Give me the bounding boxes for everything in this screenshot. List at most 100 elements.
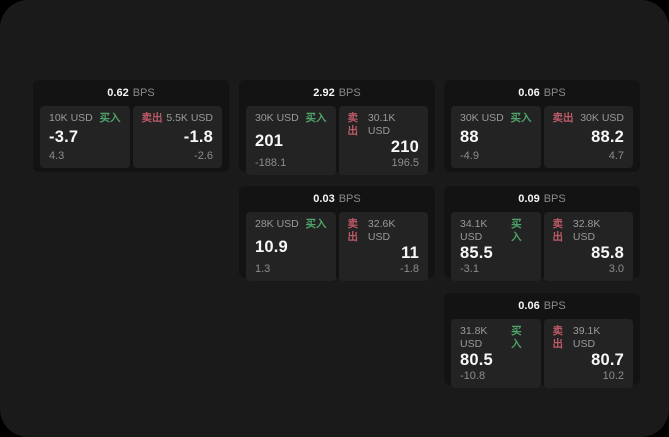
buy-panel[interactable]: 31.8K USD 买入 80.5 -10.8 [451,319,541,388]
bps-header: 0.62 BPS [33,80,229,106]
bps-header: 0.03 BPS [239,186,435,212]
sell-panel[interactable]: 卖出 32.6K USD 11 -1.8 [338,212,428,281]
sell-price: -1.8 [183,128,213,146]
sell-size: 30.1K USD [367,112,396,137]
buy-delta: -4.9 [460,150,479,162]
sell-panel[interactable]: 卖出 30.1K USD 210 196.5 [338,106,428,175]
buy-label: 买入 [511,325,522,350]
buy-panel-header: 30K USD 买入 [255,112,327,125]
sell-panel-header: 卖出 32.6K USD [348,218,420,244]
sell-panel-header: 卖出 30.1K USD [348,112,420,138]
buy-price: 201 [255,131,284,150]
sell-delta: 4.7 [608,150,624,162]
buy-panel-header: 34.1K USD 买入 [460,218,532,244]
sell-size: 32.8K USD [572,218,601,243]
bps-value: 0.06 [518,87,540,99]
sell-size: 30K USD [580,112,624,124]
quote-panels: 31.8K USD 买入 80.5 -10.8 卖出 39.1K USD 80.… [444,319,640,392]
buy-price: -3.7 [49,128,79,146]
buy-panel-header: 31.8K USD 买入 [460,325,532,351]
buy-label: 买入 [305,112,327,124]
quote-card-4: 0.09 BPS 34.1K USD 买入 85.5 -3.1 卖出 32.8K… [444,186,640,281]
buy-price: 80.5 [460,351,493,369]
buy-price: 88 [460,128,479,146]
sell-panel-header: 卖出 30K USD [553,112,625,125]
bps-unit-label: BPS [543,87,566,99]
buy-panel[interactable]: 34.1K USD 买入 85.5 -3.1 [451,212,541,281]
buy-delta: -188.1 [255,157,287,169]
sell-delta: -1.8 [400,263,419,275]
buy-size: 28K USD [255,218,299,230]
buy-size: 34.1K USD [460,218,488,243]
bps-unit-label: BPS [338,193,361,205]
buy-panel[interactable]: 10K USD 买入 -3.7 4.3 [40,106,130,168]
quote-card-0: 0.62 BPS 10K USD 买入 -3.7 4.3 卖出 5.5K USD [33,80,229,172]
bps-value: 0.09 [518,193,540,205]
sell-panel[interactable]: 卖出 5.5K USD -1.8 -2.6 [132,106,222,168]
buy-panel-header: 30K USD 买入 [460,112,532,125]
quote-panels: 30K USD 买入 201 -188.1 卖出 30.1K USD 210 1… [239,106,435,179]
quote-panels: 30K USD 买入 88 -4.9 卖出 30K USD 88.2 4.7 [444,106,640,172]
sell-panel[interactable]: 卖出 39.1K USD 80.7 10.2 [543,319,633,388]
sell-panel-header: 卖出 32.8K USD [553,218,625,244]
bps-unit-label: BPS [132,87,155,99]
buy-panel[interactable]: 30K USD 买入 201 -188.1 [246,106,336,175]
buy-label: 买入 [510,112,532,124]
sell-label: 卖出 [552,112,574,124]
sell-delta: 196.5 [391,157,419,169]
buy-delta: -10.8 [460,370,486,382]
sell-label: 卖出 [552,218,564,243]
quote-panels: 28K USD 买入 10.9 1.3 卖出 32.6K USD 11 -1.8 [239,212,435,285]
bps-value: 0.03 [313,193,335,205]
sell-panel[interactable]: 卖出 32.8K USD 85.8 3.0 [543,212,633,281]
buy-size: 10K USD [49,112,93,124]
sell-price: 210 [390,138,419,156]
sell-panel-header: 卖出 39.1K USD [553,325,625,351]
bps-unit-label: BPS [543,300,566,312]
sell-price: 80.7 [591,351,624,369]
buy-panel[interactable]: 28K USD 买入 10.9 1.3 [246,212,336,281]
quote-card-3: 0.03 BPS 28K USD 买入 10.9 1.3 卖出 32.6K US… [239,186,435,281]
bps-value: 0.62 [107,87,129,99]
buy-panel-header: 10K USD 买入 [49,112,121,125]
bps-header: 0.06 BPS [444,80,640,106]
sell-label: 卖出 [347,112,359,137]
quote-card-5: 0.06 BPS 31.8K USD 买入 80.5 -10.8 卖出 39.1… [444,293,640,388]
sell-delta: 3.0 [608,263,624,275]
buy-delta: 1.3 [255,263,271,275]
quote-card-1: 2.92 BPS 30K USD 买入 201 -188.1 卖出 30.1K … [239,80,435,175]
sell-label: 卖出 [347,218,359,243]
sell-size: 32.6K USD [367,218,396,243]
sell-delta: 10.2 [602,370,624,382]
buy-price: 10.9 [255,237,288,256]
sell-size: 5.5K USD [166,112,213,124]
buy-size: 30K USD [255,112,299,124]
buy-panel[interactable]: 30K USD 买入 88 -4.9 [451,106,541,168]
buy-price: 85.5 [460,244,493,262]
sell-delta: -2.6 [194,150,213,162]
sell-price: 11 [401,244,419,262]
buy-panel-header: 28K USD 买入 [255,218,327,231]
sell-price: 85.8 [591,244,624,262]
sell-size: 39.1K USD [572,325,601,350]
sell-panel-header: 卖出 5.5K USD [142,112,214,125]
sell-label: 卖出 [552,325,564,350]
bps-unit-label: BPS [338,87,361,99]
buy-size: 30K USD [460,112,504,124]
sell-price: 88.2 [591,128,624,146]
buy-label: 买入 [511,218,522,243]
bps-unit-label: BPS [543,193,566,205]
quote-card-2: 0.06 BPS 30K USD 买入 88 -4.9 卖出 30K USD [444,80,640,172]
buy-delta: 4.3 [49,150,65,162]
buy-label: 买入 [99,112,121,124]
bps-header: 2.92 BPS [239,80,435,106]
sell-label: 卖出 [141,112,163,124]
buy-delta: -3.1 [460,263,479,275]
bps-value: 0.06 [518,300,540,312]
bps-header: 0.06 BPS [444,293,640,319]
quote-panels: 34.1K USD 买入 85.5 -3.1 卖出 32.8K USD 85.8… [444,212,640,285]
sell-panel[interactable]: 卖出 30K USD 88.2 4.7 [543,106,633,168]
buy-size: 31.8K USD [460,325,488,350]
